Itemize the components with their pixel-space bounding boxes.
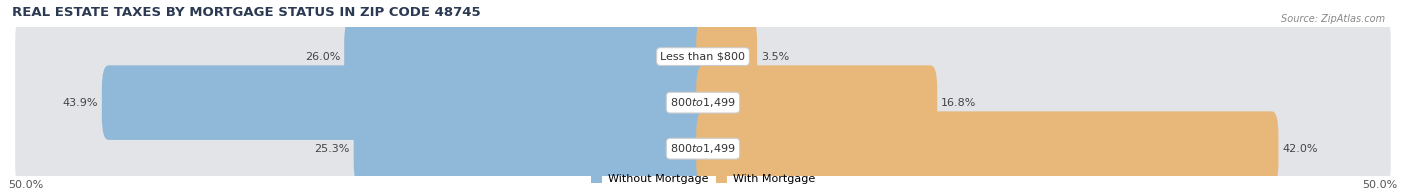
Text: Less than $800: Less than $800 xyxy=(661,52,745,62)
Legend: Without Mortgage, With Mortgage: Without Mortgage, With Mortgage xyxy=(586,170,820,189)
Text: 26.0%: 26.0% xyxy=(305,52,340,62)
Text: 3.5%: 3.5% xyxy=(761,52,789,62)
Text: 43.9%: 43.9% xyxy=(62,98,98,108)
FancyBboxPatch shape xyxy=(101,65,710,140)
Text: 25.3%: 25.3% xyxy=(315,144,350,154)
Text: Source: ZipAtlas.com: Source: ZipAtlas.com xyxy=(1281,14,1385,24)
FancyBboxPatch shape xyxy=(15,5,1391,108)
Text: $800 to $1,499: $800 to $1,499 xyxy=(671,142,735,155)
FancyBboxPatch shape xyxy=(696,65,938,140)
FancyBboxPatch shape xyxy=(15,52,1391,154)
Text: 16.8%: 16.8% xyxy=(941,98,977,108)
FancyBboxPatch shape xyxy=(696,111,1278,186)
FancyBboxPatch shape xyxy=(15,98,1391,196)
FancyBboxPatch shape xyxy=(344,19,710,94)
FancyBboxPatch shape xyxy=(354,111,710,186)
Text: $800 to $1,499: $800 to $1,499 xyxy=(671,96,735,109)
FancyBboxPatch shape xyxy=(696,19,758,94)
Text: REAL ESTATE TAXES BY MORTGAGE STATUS IN ZIP CODE 48745: REAL ESTATE TAXES BY MORTGAGE STATUS IN … xyxy=(13,5,481,19)
Text: 42.0%: 42.0% xyxy=(1282,144,1317,154)
